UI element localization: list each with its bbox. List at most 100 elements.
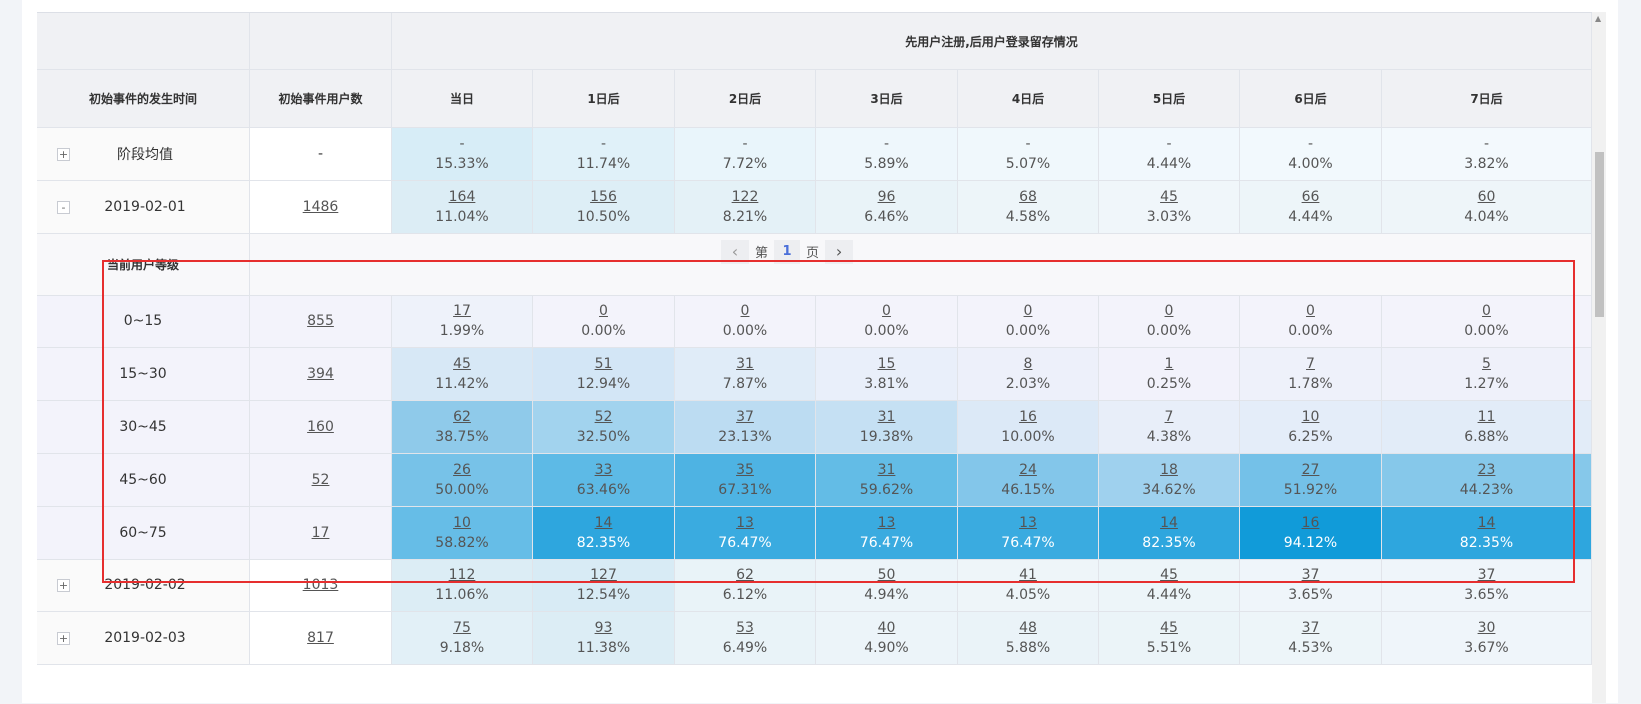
level-row-4-cell-0[interactable]: 10 58.82% (392, 506, 533, 560)
cell-count[interactable]: 75 (453, 620, 471, 637)
cell-count[interactable]: 14 (1160, 514, 1178, 531)
cell-count[interactable]: 37 (1301, 620, 1320, 637)
pager-next-button[interactable]: › (825, 239, 854, 264)
level-row-4-users-cell[interactable]: 17 (250, 506, 392, 560)
date-row-2019-02-01-cell-6[interactable]: 66 4.44% (1240, 180, 1382, 234)
cell-count[interactable]: 7 (1306, 356, 1315, 373)
level-row-2-cell-0[interactable]: 62 38.75% (392, 401, 533, 454)
cell-count[interactable]: 35 (736, 461, 754, 478)
cell-count[interactable]: 31 (736, 356, 754, 373)
cell-count[interactable]: 93 (594, 620, 613, 637)
date-row-2019-02-02-cell-7[interactable]: 37 3.65% (1382, 559, 1592, 613)
cell-count[interactable]: 18 (1160, 461, 1178, 478)
level-row-1-cell-7[interactable]: 5 1.27% (1382, 348, 1592, 402)
cell-count[interactable]: 16 (1019, 409, 1037, 426)
level-row-3-cell-5[interactable]: 18 34.62% (1099, 454, 1240, 507)
cell-count[interactable]: 0 (740, 303, 750, 320)
cell-count[interactable]: 24 (1019, 461, 1037, 478)
level-row-2-cell-5[interactable]: 7 4.38% (1099, 401, 1240, 454)
date-row-2019-02-01-cell-0[interactable]: 164 11.04% (392, 180, 533, 234)
cell-count[interactable]: 26 (453, 461, 471, 478)
level-row-2-cell-4[interactable]: 16 10.00% (958, 401, 1099, 454)
level-users[interactable]: 394 (307, 366, 334, 383)
cell-count[interactable]: 122 (731, 188, 759, 205)
cell-count[interactable]: 45 (453, 356, 471, 373)
scroll-up-arrow-icon[interactable]: ▲ (1595, 14, 1602, 23)
level-row-0-cell-6[interactable]: 0 0.00% (1240, 295, 1382, 349)
date-row-2019-02-01-cell-4[interactable]: 68 4.58% (958, 180, 1099, 234)
level-row-1-users-cell[interactable]: 394 (250, 348, 392, 402)
cell-count[interactable]: 52 (594, 409, 613, 426)
level-row-4-cell-7[interactable]: 14 82.35% (1382, 506, 1592, 560)
cell-count[interactable]: 45 (1160, 188, 1178, 205)
cell-count[interactable]: 0 (599, 303, 608, 320)
cell-count[interactable]: 127 (590, 567, 617, 584)
scrollbar-thumb[interactable] (1595, 152, 1604, 317)
cell-count[interactable]: 10 (453, 514, 471, 531)
cell-count[interactable]: 8 (1023, 356, 1033, 373)
date-row-2019-02-01-cell-5[interactable]: 45 3.03% (1099, 180, 1240, 234)
cell-count[interactable]: 13 (877, 514, 896, 531)
cell-count[interactable]: 0 (882, 303, 891, 320)
pager-prev-button[interactable]: ‹ (721, 239, 749, 264)
level-row-2-users-cell[interactable]: 160 (250, 401, 392, 454)
cell-count[interactable]: 53 (736, 620, 754, 637)
cell-count[interactable]: 17 (453, 303, 471, 320)
level-row-0-cell-0[interactable]: 17 1.99% (392, 295, 533, 349)
date-row-2019-02-02-cell-5[interactable]: 45 4.44% (1099, 559, 1240, 613)
cell-count[interactable]: 45 (1160, 567, 1178, 584)
level-row-2-cell-3[interactable]: 31 19.38% (816, 401, 958, 454)
expand-icon[interactable]: + (57, 579, 70, 593)
date-row-2019-02-03-cell-4[interactable]: 48 5.88% (958, 612, 1099, 666)
cell-count[interactable]: 5 (1482, 356, 1491, 373)
expand-icon[interactable]: + (57, 632, 70, 646)
date-row-2019-02-02-cell-6[interactable]: 37 3.65% (1240, 559, 1382, 613)
expand-icon[interactable]: + (57, 147, 70, 161)
date-row-2019-02-03-cell-1[interactable]: 93 11.38% (533, 612, 675, 666)
cell-count[interactable]: 66 (1301, 188, 1320, 205)
level-row-3-cell-0[interactable]: 26 50.00% (392, 454, 533, 507)
cell-count[interactable]: 7 (1164, 409, 1174, 426)
date-row-2019-02-03-cell-7[interactable]: 30 3.67% (1382, 612, 1592, 666)
date-row-2019-02-02-cell-2[interactable]: 62 6.12% (675, 559, 816, 613)
date-row-2019-02-01-cell-3[interactable]: 96 6.46% (816, 180, 958, 234)
date-row-2019-02-03-cell-0[interactable]: 75 9.18% (392, 612, 533, 666)
date-row-2019-02-02-cell-4[interactable]: 41 4.05% (958, 559, 1099, 613)
level-row-1-cell-5[interactable]: 1 0.25% (1099, 348, 1240, 402)
cell-count[interactable]: 1 (1164, 356, 1174, 373)
level-row-2-cell-6[interactable]: 10 6.25% (1240, 401, 1382, 454)
cell-count[interactable]: 13 (736, 514, 754, 531)
date-row-2019-02-01-cell-1[interactable]: 156 10.50% (533, 180, 675, 234)
level-row-1-cell-2[interactable]: 31 7.87% (675, 348, 816, 402)
cell-count[interactable]: 31 (877, 461, 896, 478)
cell-count[interactable]: 0 (1023, 303, 1033, 320)
level-row-1-cell-0[interactable]: 45 11.42% (392, 348, 533, 402)
level-row-3-users-cell[interactable]: 52 (250, 454, 392, 507)
cell-count[interactable]: 15 (877, 356, 896, 373)
cell-count[interactable]: 60 (1477, 188, 1496, 205)
cell-count[interactable]: 156 (590, 188, 617, 205)
level-row-3-cell-7[interactable]: 23 44.23% (1382, 454, 1592, 507)
date-row-2019-02-03-users-cell[interactable]: 817 (250, 612, 392, 666)
cell-count[interactable]: 68 (1019, 188, 1037, 205)
level-row-0-cell-3[interactable]: 0 0.00% (816, 295, 958, 349)
cell-count[interactable]: 16 (1301, 514, 1320, 531)
pager-current-page[interactable]: 1 (774, 239, 801, 264)
level-row-0-users-cell[interactable]: 855 (250, 295, 392, 349)
cell-count[interactable]: 0 (1164, 303, 1174, 320)
level-row-4-cell-5[interactable]: 14 82.35% (1099, 506, 1240, 560)
level-row-0-cell-4[interactable]: 0 0.00% (958, 295, 1099, 349)
level-row-3-cell-4[interactable]: 24 46.15% (958, 454, 1099, 507)
date-row-2019-02-02-cell-0[interactable]: 112 11.06% (392, 559, 533, 613)
cell-count[interactable]: 112 (448, 567, 476, 584)
date-row-2019-02-01-users[interactable]: 1486 (302, 198, 339, 215)
cell-count[interactable]: 96 (877, 188, 896, 205)
cell-count[interactable]: 164 (448, 188, 476, 205)
cell-count[interactable]: 37 (736, 409, 754, 426)
level-row-1-cell-4[interactable]: 8 2.03% (958, 348, 1099, 402)
level-users[interactable]: 855 (307, 313, 334, 330)
collapse-icon[interactable]: - (57, 200, 70, 214)
cell-count[interactable]: 37 (1477, 567, 1496, 584)
cell-count[interactable]: 50 (877, 567, 896, 584)
date-row-2019-02-03-cell-2[interactable]: 53 6.49% (675, 612, 816, 666)
